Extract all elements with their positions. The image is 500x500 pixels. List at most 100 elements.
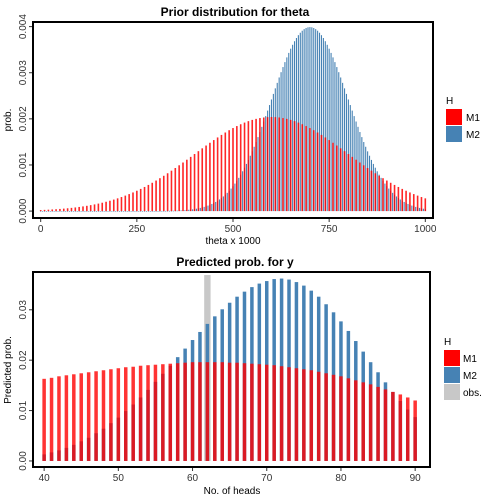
bar-m1 <box>305 126 307 212</box>
bar-m1 <box>343 151 346 212</box>
bar-m2 <box>117 211 119 212</box>
legend-label-m1: M1 <box>463 354 477 365</box>
bar-m1 <box>309 370 314 461</box>
bar-m2 <box>61 211 63 212</box>
bar-m2 <box>84 211 86 212</box>
bar-m1 <box>286 118 288 212</box>
bar-m1 <box>186 159 188 212</box>
bar-m2 <box>238 177 240 212</box>
bar-m2 <box>120 211 123 212</box>
bar-m2 <box>45 211 48 212</box>
bar-m2 <box>357 126 359 212</box>
bar-m1 <box>128 194 130 212</box>
bar-m2 <box>68 211 71 212</box>
bar-m1 <box>112 199 115 212</box>
bar-m2 <box>272 93 274 212</box>
bar-m1 <box>362 165 365 212</box>
bar-m2 <box>336 67 338 212</box>
bar-m1 <box>339 376 343 461</box>
bar-m2 <box>115 211 117 212</box>
bar-m1 <box>243 122 246 212</box>
bar-m2 <box>57 211 59 212</box>
bar-m2 <box>192 209 194 212</box>
bar-m1 <box>66 208 69 212</box>
bar-m2 <box>109 211 111 212</box>
bar-m1 <box>51 209 54 212</box>
bar-m2 <box>307 27 309 212</box>
bar-m1 <box>166 173 169 212</box>
bar-m2 <box>380 177 382 212</box>
y-tick-label: 0.03 <box>18 300 29 320</box>
x-tick-label: 1000 <box>414 224 437 235</box>
legend: H M1 M2 obs. <box>444 337 482 400</box>
bar-m2 <box>361 137 363 212</box>
bar-m2 <box>170 210 173 212</box>
bar-m1 <box>359 162 361 212</box>
bar-m1 <box>266 117 269 212</box>
bar-m1 <box>331 374 336 461</box>
bar-m1 <box>79 373 83 461</box>
bar-m2 <box>340 77 342 212</box>
bar-m1 <box>147 184 150 212</box>
bar-m2 <box>326 44 328 212</box>
bar-m1 <box>42 378 46 461</box>
bar-m2 <box>328 48 330 212</box>
bar-m2 <box>257 137 259 212</box>
bar-m2 <box>353 116 355 212</box>
bar-m2 <box>155 211 157 212</box>
bar-m2 <box>253 146 255 212</box>
bar-m2 <box>322 38 324 212</box>
bar-m1 <box>57 376 61 461</box>
bar-m1 <box>168 363 173 461</box>
bar-m1 <box>190 362 195 461</box>
bar-m1 <box>161 364 165 461</box>
bar-m1 <box>227 362 232 461</box>
bar-m2 <box>245 163 248 212</box>
bar-m1 <box>424 198 427 212</box>
bar-m1 <box>301 124 304 212</box>
x-axis-label: theta x 1000 <box>205 236 260 247</box>
bar-m1 <box>324 373 328 461</box>
bar-m2 <box>122 211 124 212</box>
bar-m1 <box>250 363 254 461</box>
bar-m2 <box>242 171 244 212</box>
legend-label-m2: M2 <box>466 130 480 141</box>
bar-m1 <box>182 162 184 212</box>
bar-m2 <box>324 41 326 212</box>
bar-m1 <box>205 145 207 212</box>
plot-border <box>32 271 431 468</box>
y-tick-label: 0.000 <box>18 198 29 223</box>
bar-m2 <box>334 62 336 212</box>
bar-m2 <box>93 211 96 212</box>
bar-m2 <box>384 183 386 212</box>
bar-m1 <box>316 132 319 212</box>
bar-m1 <box>336 145 338 212</box>
y-axis-label: Predicted prob. <box>3 336 14 404</box>
bar-m1 <box>55 209 57 212</box>
bar-m2 <box>42 211 44 212</box>
bar-m1 <box>413 400 417 461</box>
bar-m1 <box>251 119 254 212</box>
bar-m1 <box>72 374 76 461</box>
bar-m1 <box>153 364 158 461</box>
bar-m1 <box>120 197 123 212</box>
bar-m2 <box>70 211 73 212</box>
bar-m2 <box>168 210 171 212</box>
bar-m2 <box>399 199 401 212</box>
bar-m1 <box>355 159 357 212</box>
bar-m1 <box>39 210 42 212</box>
bar-m1 <box>198 362 202 461</box>
bar-m2 <box>284 62 286 212</box>
bar-m2 <box>176 210 178 212</box>
bar-m1 <box>174 168 177 212</box>
bar-m2 <box>43 211 46 212</box>
bar-m2 <box>149 211 151 212</box>
bar-m2 <box>280 72 282 212</box>
bar-m1 <box>391 391 395 461</box>
chart-title: Predicted prob. for y <box>176 255 294 269</box>
x-axis-label: No. of heads <box>204 486 261 497</box>
bar-m2 <box>203 206 205 212</box>
bar-m2 <box>47 211 49 212</box>
bar-m2 <box>51 211 53 212</box>
